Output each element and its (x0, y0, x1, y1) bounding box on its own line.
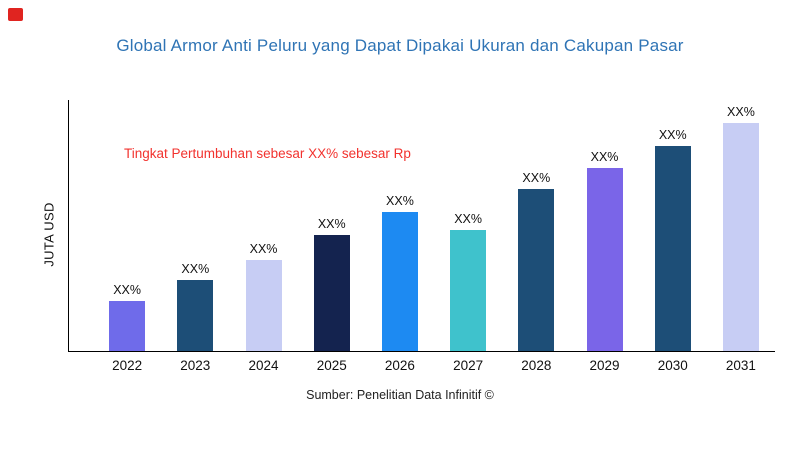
bar-group-2023: XX% (161, 100, 229, 351)
x-tick-2031: 2031 (725, 358, 756, 373)
y-axis-label: JUTA USD (41, 202, 57, 267)
bar-2028 (518, 189, 555, 351)
chart-area: JUTA USD Tingkat Pertumbuhan sebesar XX%… (30, 100, 775, 373)
source-caption: Sumber: Penelitian Data Infinitif © (306, 388, 494, 402)
bar-group-2029: XX% (570, 100, 638, 351)
bar-value-label: XX% (113, 282, 141, 297)
bar-value-label: XX% (181, 262, 210, 277)
x-tick-2030: 2030 (657, 358, 688, 373)
bar-2025 (313, 234, 350, 351)
bar-2031 (722, 122, 759, 351)
bar-2022 (109, 300, 146, 351)
growth-annotation: Tingkat Pertumbuhan sebesar XX% sebesar … (124, 146, 411, 161)
brand-logo (8, 8, 23, 21)
bar-value-label: XX% (317, 216, 346, 231)
x-tick-2026: 2026 (384, 358, 415, 373)
bar-value-label: XX% (249, 241, 278, 256)
bar-group-2026: XX% (366, 100, 434, 351)
plot-area: Tingkat Pertumbuhan sebesar XX% sebesar … (68, 100, 775, 373)
bar-series: XX% XX% XX% XX% XX% XX% XX% XX% XX% XX% (69, 100, 775, 351)
bar-2030 (654, 145, 691, 351)
x-tick-2023: 2023 (180, 358, 211, 373)
bar-group-2030: XX% (639, 100, 707, 351)
bar-group-2028: XX% (502, 100, 570, 351)
bar-2026 (381, 211, 418, 351)
x-tick-2022: 2022 (112, 358, 143, 373)
bar-group-2025: XX% (298, 100, 366, 351)
bar-group-2024: XX% (229, 100, 297, 351)
bar-value-label: XX% (658, 127, 687, 142)
bar-2029 (586, 168, 623, 351)
x-axis-ticks: 2022 2023 2024 2025 2026 2027 2028 2029 2030 2031 (69, 358, 775, 373)
bar-2027 (450, 230, 487, 351)
x-tick-2025: 2025 (316, 358, 347, 373)
x-tick-2024: 2024 (248, 358, 279, 373)
bar-group-2031: XX% (707, 100, 775, 351)
x-tick-2027: 2027 (453, 358, 484, 373)
bar-value-label: XX% (454, 212, 483, 227)
bar-2024 (245, 259, 282, 351)
bar-value-label: XX% (590, 150, 619, 165)
y-axis: JUTA USD (30, 100, 68, 372)
chart-title: Global Armor Anti Peluru yang Dapat Dipa… (116, 36, 684, 55)
bar-2023 (177, 280, 214, 351)
x-tick-2028: 2028 (521, 358, 552, 373)
bar-value-label: XX% (386, 193, 414, 208)
bar-group-2022: XX% (93, 100, 161, 351)
bar-value-label: XX% (522, 171, 551, 185)
bar-value-label: XX% (727, 104, 755, 119)
bar-group-2027: XX% (434, 100, 502, 351)
x-tick-2029: 2029 (589, 358, 620, 373)
